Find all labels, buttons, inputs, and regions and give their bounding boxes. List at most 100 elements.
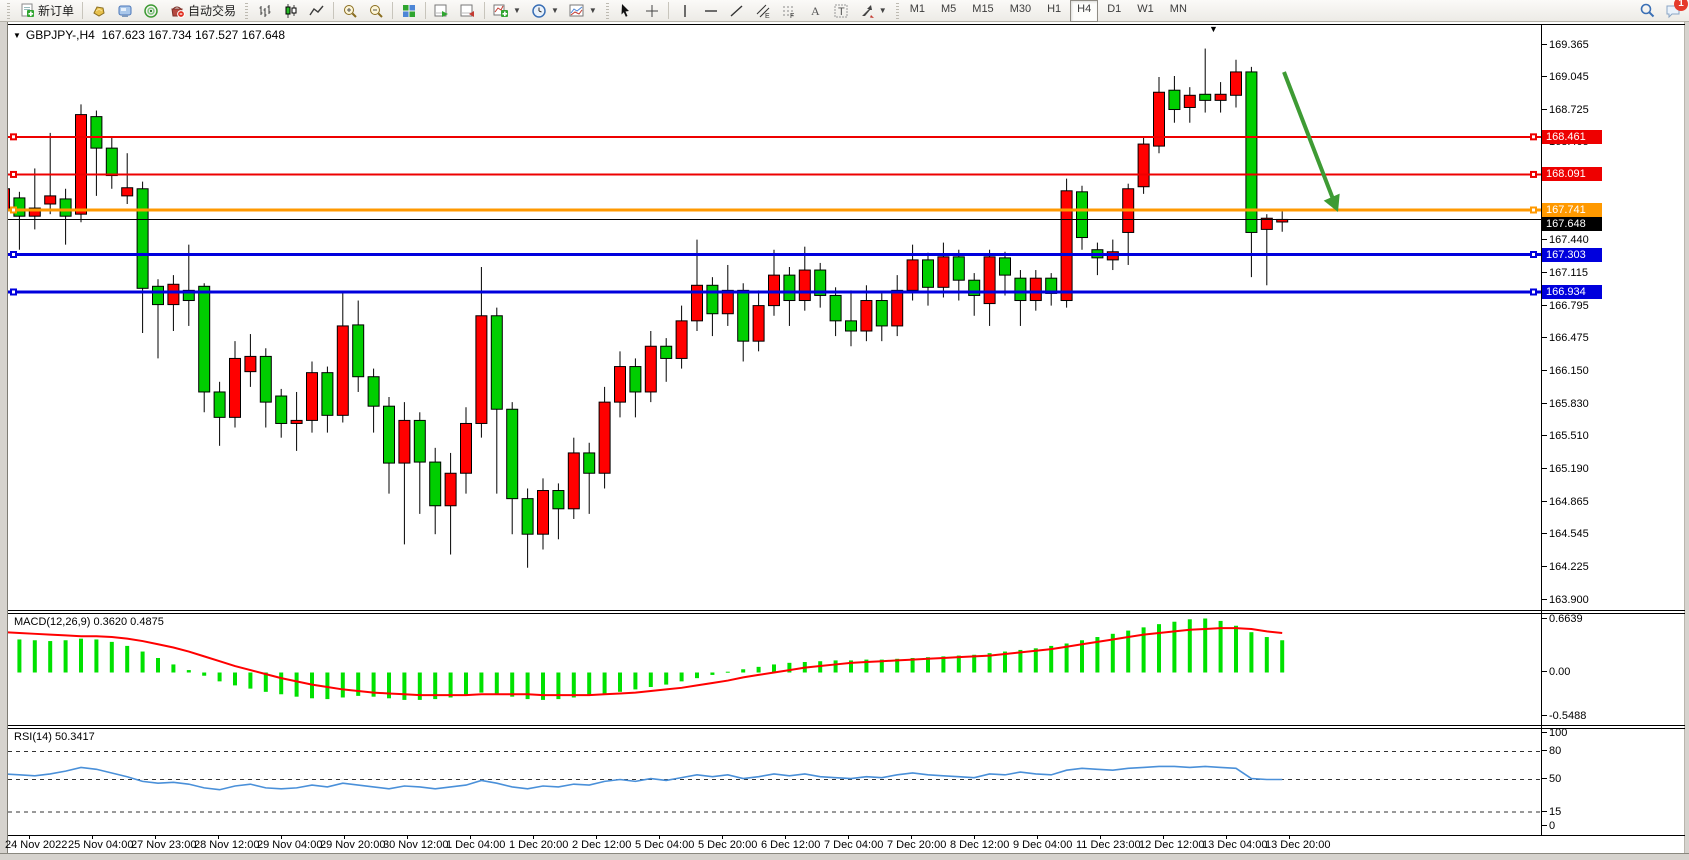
macd-histogram-bar (371, 672, 376, 697)
timeframe-h4[interactable]: H4 (1070, 0, 1099, 22)
trend-arrow-shaft[interactable] (1282, 71, 1335, 200)
macd-histogram-bar (248, 672, 253, 689)
macd-histogram-bar (895, 658, 900, 673)
crosshair-icon[interactable] (639, 1, 665, 21)
candle-bearish (367, 376, 380, 407)
candle-bearish (1199, 93, 1212, 101)
timeframe-d1[interactable]: D1 (1107, 2, 1122, 15)
line-anchor-center (1532, 290, 1535, 294)
timeframe-m5[interactable]: M5 (941, 2, 957, 15)
text-tool-icon[interactable]: A (802, 1, 828, 21)
zoom-in-icon[interactable] (337, 1, 363, 21)
rsi-panel[interactable] (8, 729, 1541, 835)
search-icon[interactable] (1639, 3, 1655, 19)
tile-windows-icon[interactable] (396, 1, 422, 21)
price-axis-border[interactable] (1541, 24, 1542, 835)
candle-bullish (306, 372, 318, 421)
cursor-icon[interactable] (613, 1, 639, 21)
auto-trading-button[interactable]: 自动交易 (164, 0, 241, 22)
timeframe-mn[interactable]: MN (1169, 2, 1187, 15)
macd-panel-bottom-border[interactable] (8, 725, 1685, 726)
toolbar-grip[interactable] (895, 2, 899, 19)
macd-histogram-bar (833, 660, 838, 673)
trendline-tool-icon[interactable] (724, 1, 750, 21)
candle-bearish (152, 285, 164, 306)
periods-dropdown[interactable]: ▼ (526, 0, 564, 22)
candlestick-chart-icon[interactable] (278, 1, 304, 21)
candle-bearish (321, 372, 334, 416)
vertical-line-tool-icon[interactable] (672, 1, 698, 21)
toolbar-grip[interactable] (605, 2, 609, 19)
template-icon (569, 3, 585, 19)
time-tick (407, 835, 408, 839)
tick-mark (1542, 715, 1547, 717)
macd-histogram-bar (849, 660, 853, 673)
candle-bullish (537, 490, 549, 535)
main-chart[interactable] (8, 24, 1541, 610)
time-tick (974, 835, 975, 839)
macd-histogram-bar (772, 664, 776, 673)
monitor-icon[interactable] (112, 1, 138, 21)
rsi-panel-top-border[interactable] (8, 728, 1685, 729)
candle-bullish (691, 284, 703, 322)
caret-down-icon: ▼ (588, 6, 597, 15)
candle-bullish (1029, 277, 1042, 302)
toolbar-grip[interactable] (245, 2, 249, 19)
indicators-dropdown[interactable]: ▼ (488, 0, 526, 22)
window-right-edge (1684, 22, 1689, 860)
fibonacci-tool-icon[interactable]: F (776, 1, 802, 21)
candle-bearish (506, 408, 519, 500)
timeframe-w1[interactable]: W1 (1137, 2, 1154, 15)
macd-histogram-bar (926, 657, 930, 673)
macd-histogram-bar (1249, 632, 1254, 673)
main-panel-bottom-border (8, 610, 1685, 611)
tick-mark (1542, 617, 1547, 619)
signal-icon[interactable] (138, 1, 164, 21)
time-label: 7 Dec 20:00 (887, 839, 947, 851)
macd-axis-tick: -0.5488 (1542, 710, 1586, 722)
tick-mark (1542, 272, 1547, 274)
chart-shift-icon[interactable] (455, 1, 481, 21)
candle-bearish (352, 324, 365, 378)
macd-signal-line (8, 627, 1283, 697)
auto-scroll-icon[interactable] (429, 1, 455, 21)
chart-ohlc-quote: 167.623 167.734 167.527 167.648 (101, 28, 286, 42)
timeframe-m15[interactable]: M15 (972, 2, 994, 15)
trend-arrow-head[interactable] (1323, 193, 1340, 212)
price-tick: 165.830 (1542, 398, 1589, 410)
shapes-dropdown[interactable]: ▼ (854, 0, 892, 22)
scroll-position-marker[interactable]: ▼ (1209, 24, 1218, 34)
notifications-button[interactable]: 1 (1665, 0, 1688, 19)
macd-histogram-bar (109, 641, 114, 673)
line-anchor-center (12, 208, 15, 212)
horizontal-line-tool-icon[interactable] (698, 1, 724, 21)
macd-histogram-bar (186, 670, 191, 673)
time-tick (722, 835, 723, 839)
macd-histogram-bar (1157, 624, 1161, 673)
rsi-line (8, 765, 1283, 791)
new-order-button[interactable]: 新订单 (14, 0, 79, 22)
zoom-out-icon[interactable] (363, 1, 389, 21)
label-tool-icon[interactable]: T (828, 1, 854, 21)
timeframe-h1[interactable]: H1 (1047, 2, 1062, 15)
time-label: 9 Dec 04:00 (1013, 839, 1073, 851)
macd-histogram-bar (494, 672, 499, 695)
toolbar-grip[interactable] (7, 2, 10, 19)
channel-tool-icon[interactable]: E (750, 1, 776, 21)
gold-nugget-icon[interactable] (86, 1, 112, 21)
timeframe-m30[interactable]: M30 (1009, 2, 1032, 15)
candle-bullish (1214, 93, 1227, 101)
candle-bullish (721, 289, 734, 315)
time-label: 7 Dec 04:00 (824, 839, 884, 851)
templates-dropdown[interactable]: ▼ (564, 0, 602, 22)
bar-chart-icon[interactable] (252, 1, 278, 21)
toolbar-right: 1 (1639, 0, 1688, 19)
line-chart-icon[interactable] (304, 1, 330, 21)
chart-collapse-icon[interactable]: ▼ (13, 31, 21, 40)
timeframe-m1[interactable]: M1 (909, 2, 925, 15)
macd-panel[interactable] (8, 613, 1541, 725)
tick-mark (1542, 402, 1547, 404)
price-tick: 168.725 (1542, 104, 1589, 116)
candle-bearish (968, 279, 981, 296)
candle-bearish (1014, 277, 1027, 302)
